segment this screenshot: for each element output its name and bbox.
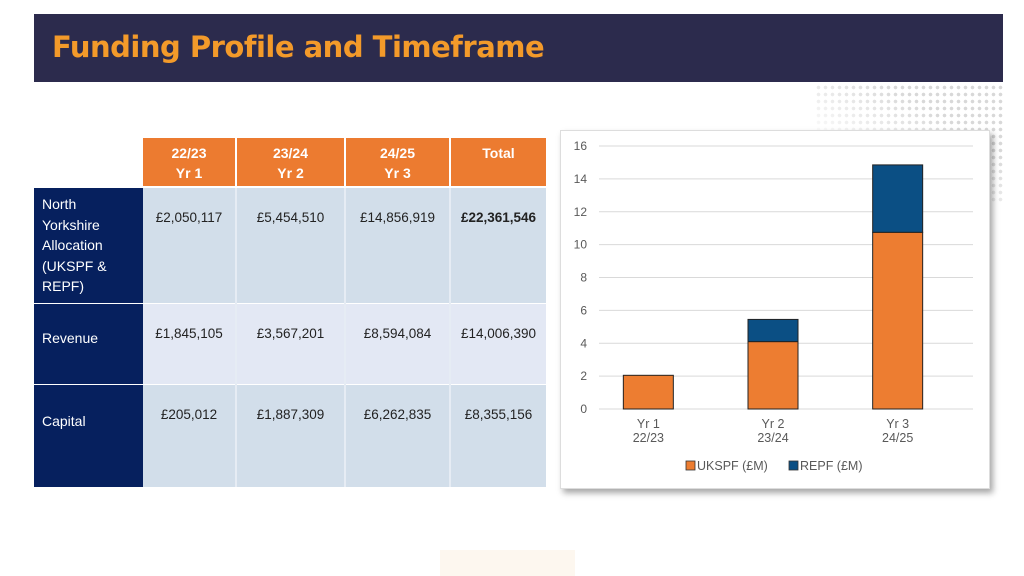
row-header-line: Allocation <box>42 237 103 253</box>
page-title: Funding Profile and Timeframe <box>52 30 545 64</box>
title-bar: Funding Profile and Timeframe <box>34 14 1003 82</box>
table-cell: £6,262,835 <box>345 384 451 487</box>
bar-segment <box>872 164 924 233</box>
column-header: 24/25 Yr 3 <box>345 138 451 186</box>
y-tick-label: 4 <box>580 336 587 350</box>
bar-segment <box>747 318 799 343</box>
y-tick-label: 16 <box>574 139 588 153</box>
column-header-period: 24/25 <box>379 145 416 161</box>
row-header-line: North <box>42 196 77 212</box>
column-header-total: Total <box>482 145 515 161</box>
y-tick-label: 10 <box>574 238 588 252</box>
table-cell: £1,887,309 <box>236 384 346 487</box>
table-row: North Yorkshire Allocation (UKSPF & REPF… <box>34 188 546 303</box>
table-row: Revenue £1,845,105 £3,567,201 £8,594,084… <box>34 303 546 384</box>
funding-chart: 0 2 4 6 8 10 12 14 16 Yr 1 22/23 Yr 2 23/24 Yr 3 24/25… <box>560 130 990 489</box>
column-header: Total <box>450 138 546 186</box>
column-header-year: Yr 2 <box>277 165 304 181</box>
x-tick-label: Yr 3 <box>886 417 909 431</box>
row-header-line: Yorkshire <box>42 216 100 233</box>
column-header-year: Yr 3 <box>384 165 411 181</box>
row-header-line: REPF) <box>42 278 84 294</box>
table-cell: £3,567,201 <box>236 303 346 384</box>
row-header: Capital <box>34 384 143 487</box>
y-tick-label: 2 <box>580 369 587 383</box>
funding-table: 22/23 Yr 1 23/24 Yr 2 24/25 Yr 3 Total Nort… <box>34 138 546 487</box>
legend-label: UKSPF (£M) <box>697 459 768 473</box>
column-header-period: 23/24 <box>272 145 309 161</box>
y-tick-label: 0 <box>580 402 587 416</box>
legend-swatch <box>685 460 696 471</box>
y-tick-label: 6 <box>580 303 587 317</box>
row-header: North Yorkshire Allocation (UKSPF & REPF… <box>34 188 143 303</box>
table-cell: £8,594,084 <box>345 303 451 384</box>
row-header-line: (UKSPF & <box>42 257 107 274</box>
legend-label: REPF (£M) <box>800 459 863 473</box>
column-header-year: Yr 1 <box>175 165 203 181</box>
table-cell: £205,012 <box>143 384 237 487</box>
bar-segment <box>622 374 674 410</box>
column-header: 23/24 Yr 2 <box>236 138 346 186</box>
empty-corner <box>34 138 143 186</box>
table-cell-total: £22,361,546 <box>450 188 546 303</box>
legend-swatch <box>788 460 799 471</box>
table-cell-total: £8,355,156 <box>450 384 546 487</box>
x-tick-label: Yr 2 <box>762 417 785 431</box>
table-cell-total: £14,006,390 <box>450 303 546 384</box>
bar-segment <box>872 231 924 410</box>
column-header: 22/23 Yr 1 <box>143 138 237 186</box>
stacked-bar-chart: 0 2 4 6 8 10 12 14 16 Yr 122/23 Yr 223/24 Yr 324/25… <box>574 139 973 473</box>
y-tick-label: 12 <box>574 205 588 219</box>
x-tick-label: 22/23 <box>633 431 664 445</box>
x-tick-label: 23/24 <box>757 431 788 445</box>
row-header: Revenue <box>34 303 143 384</box>
table-header-row: 22/23 Yr 1 23/24 Yr 2 24/25 Yr 3 Total <box>34 138 546 186</box>
table-cell: £14,856,919 <box>345 188 451 303</box>
column-header-period: 22/23 <box>171 145 207 161</box>
table-cell: £5,454,510 <box>236 188 346 303</box>
table-cell: £1,845,105 <box>143 303 237 384</box>
bar-segment <box>747 341 799 410</box>
table-row: Capital £205,012 £1,887,309 £6,262,835 £… <box>34 384 546 487</box>
decorative-box <box>440 550 575 576</box>
x-tick-label: Yr 1 <box>637 417 660 431</box>
table-cell: £2,050,117 <box>143 188 237 303</box>
y-tick-label: 14 <box>574 172 588 186</box>
x-tick-label: 24/25 <box>882 431 913 445</box>
y-tick-label: 8 <box>580 271 587 285</box>
